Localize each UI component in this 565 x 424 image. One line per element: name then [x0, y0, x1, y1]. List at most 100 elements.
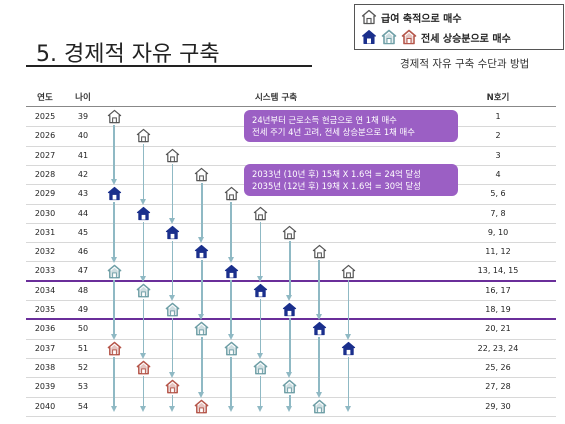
arrow-down-icon — [139, 198, 146, 205]
row-year: 2033 — [34, 266, 56, 276]
row-nho: 5, 6 — [490, 189, 506, 199]
row-nho: 20, 21 — [485, 324, 511, 334]
flow-arrow-line — [171, 163, 174, 219]
house-outline-icon — [194, 167, 209, 182]
flow-arrow-line — [142, 221, 145, 277]
house-red-icon — [165, 379, 180, 394]
flow-arrow-line — [230, 202, 232, 258]
house-blue-icon — [282, 302, 297, 317]
house-outline-icon — [107, 109, 122, 124]
row-age: 39 — [77, 112, 89, 121]
row-age: 50 — [77, 324, 89, 334]
flow-arrow-line — [113, 202, 115, 258]
arrow-down-icon — [257, 406, 263, 412]
row-age: 47 — [77, 266, 89, 276]
house-teal-icon — [253, 360, 268, 375]
house-blue-icon — [194, 244, 209, 259]
arrow-down-icon — [286, 295, 293, 302]
callout-goal-line2: 2035년 (12년 후) 19채 X 1.6억 = 30억 달성 — [252, 181, 421, 191]
house-teal-icon — [312, 399, 327, 414]
row-age: 45 — [77, 227, 89, 237]
row-divider — [26, 396, 556, 398]
house-red-icon — [107, 341, 122, 356]
house-teal-icon — [165, 302, 180, 317]
flow-arrow-line — [230, 356, 232, 407]
house-red-icon — [194, 399, 209, 414]
arrow-down-icon — [139, 275, 146, 282]
row-nho: 25, 26 — [485, 362, 511, 372]
row-nho: 9, 10 — [487, 227, 509, 237]
row-year: 2038 — [34, 362, 56, 372]
milestone-line — [26, 318, 556, 321]
row-divider — [26, 261, 556, 263]
row-year: 2029 — [34, 189, 56, 199]
callout-purchase-line2: 전세 주기 4년 고려, 전세 상승분으로 1채 매수 — [252, 127, 415, 137]
arrow-down-icon — [227, 406, 234, 412]
arrow-down-icon — [344, 406, 351, 412]
row-age: 43 — [77, 189, 89, 199]
flow-arrow-line — [230, 279, 232, 335]
house-teal-icon — [136, 283, 151, 298]
row-year: 2040 — [34, 401, 56, 411]
house-blue-icon — [341, 341, 356, 356]
legend-jeonse: 전세 상승분으로 매수 — [361, 29, 511, 45]
house-blue-icon — [165, 225, 180, 240]
flow-arrow-line — [289, 395, 291, 407]
row-divider — [26, 145, 556, 147]
row-nho: 16, 17 — [485, 285, 511, 295]
arrow-down-icon — [169, 406, 176, 412]
row-year: 2026 — [34, 131, 56, 141]
row-age: 46 — [77, 247, 89, 257]
row-nho: 2 — [495, 131, 501, 141]
arrow-down-icon — [198, 314, 205, 321]
row-divider — [26, 415, 556, 417]
house-red-icon — [136, 360, 151, 375]
flow-arrow-line — [289, 240, 291, 297]
row-year: 2037 — [34, 343, 56, 353]
flow-arrow-line — [347, 356, 350, 407]
flow-arrow-line — [142, 144, 145, 200]
row-nho: 29, 30 — [485, 401, 511, 411]
row-year: 2031 — [34, 227, 56, 237]
house-outline-icon — [136, 128, 151, 143]
row-nho: 1 — [495, 112, 501, 121]
house-teal-icon — [194, 321, 209, 336]
flow-arrow-line — [171, 240, 174, 297]
callout-asset-goal: 2033년 (10년 후) 15채 X 1.6억 = 24억 달성 2035년 … — [244, 164, 458, 196]
row-nho: 13, 14, 15 — [477, 266, 519, 276]
callout-purchase-plan: 24년부터 근로소득 현금으로 연 1채 매수 전세 주기 4년 고려, 전세 … — [244, 110, 458, 142]
row-year: 2030 — [34, 208, 56, 218]
flow-arrow-line — [318, 337, 320, 393]
header-nho: N호기 — [486, 93, 510, 103]
page-subtitle: 경제적 자유 구축 수단과 방법 — [400, 58, 530, 70]
flow-arrow-line — [142, 376, 145, 407]
milestone-line — [26, 279, 556, 282]
house-outline-icon — [224, 186, 239, 201]
row-divider — [26, 338, 556, 340]
row-divider — [26, 203, 556, 205]
flow-arrow-line — [259, 376, 262, 407]
flow-arrow-line — [201, 260, 203, 316]
house-teal-icon — [282, 379, 297, 394]
row-age: 44 — [77, 208, 89, 218]
arrow-down-icon — [227, 256, 234, 263]
header-divider — [26, 106, 556, 107]
row-year: 2034 — [34, 285, 56, 295]
arrow-down-icon — [169, 295, 176, 302]
house-blue-icon — [312, 321, 327, 336]
house-blue-icon — [361, 29, 377, 45]
arrow-down-icon — [198, 237, 205, 244]
row-year: 2035 — [34, 305, 56, 314]
row-nho: 11, 12 — [485, 247, 511, 257]
house-teal-icon — [381, 29, 397, 45]
row-year: 2032 — [34, 247, 56, 257]
flow-arrow-line — [201, 337, 203, 393]
house-blue-icon — [107, 186, 122, 201]
row-year: 2028 — [34, 169, 56, 179]
row-year: 2027 — [34, 150, 56, 160]
arrow-down-icon — [344, 333, 351, 340]
legend-jeonse-label: 전세 상승분으로 매수 — [421, 33, 511, 45]
row-divider — [26, 242, 556, 244]
page-title: 5. 경제적 자유 구축 — [36, 42, 220, 67]
callout-purchase-line1: 24년부터 근로소득 현금으로 연 1채 매수 — [252, 115, 397, 125]
